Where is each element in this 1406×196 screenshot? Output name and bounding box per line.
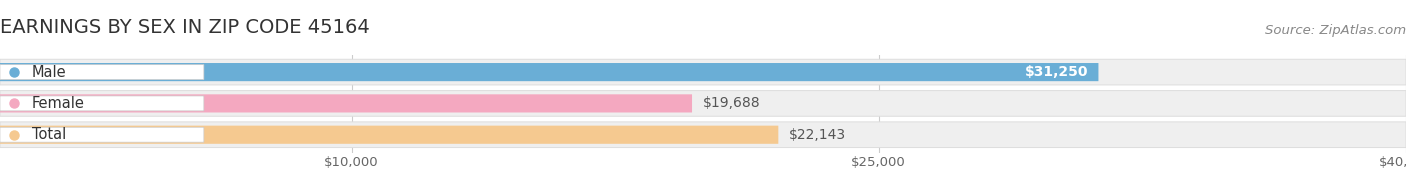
Text: $19,688: $19,688 xyxy=(703,96,761,110)
Text: Male: Male xyxy=(32,65,66,80)
Text: Source: ZipAtlas.com: Source: ZipAtlas.com xyxy=(1265,24,1406,37)
FancyBboxPatch shape xyxy=(0,127,204,142)
FancyBboxPatch shape xyxy=(0,122,1406,148)
Text: $31,250: $31,250 xyxy=(1025,65,1088,79)
FancyBboxPatch shape xyxy=(0,59,1406,85)
Text: EARNINGS BY SEX IN ZIP CODE 45164: EARNINGS BY SEX IN ZIP CODE 45164 xyxy=(0,18,370,37)
FancyBboxPatch shape xyxy=(0,65,204,80)
FancyBboxPatch shape xyxy=(0,63,1098,81)
FancyBboxPatch shape xyxy=(0,96,204,111)
FancyBboxPatch shape xyxy=(0,126,779,144)
Text: $22,143: $22,143 xyxy=(789,128,846,142)
FancyBboxPatch shape xyxy=(0,91,1406,116)
Text: Female: Female xyxy=(32,96,84,111)
FancyBboxPatch shape xyxy=(0,94,692,113)
Text: Total: Total xyxy=(32,127,66,142)
